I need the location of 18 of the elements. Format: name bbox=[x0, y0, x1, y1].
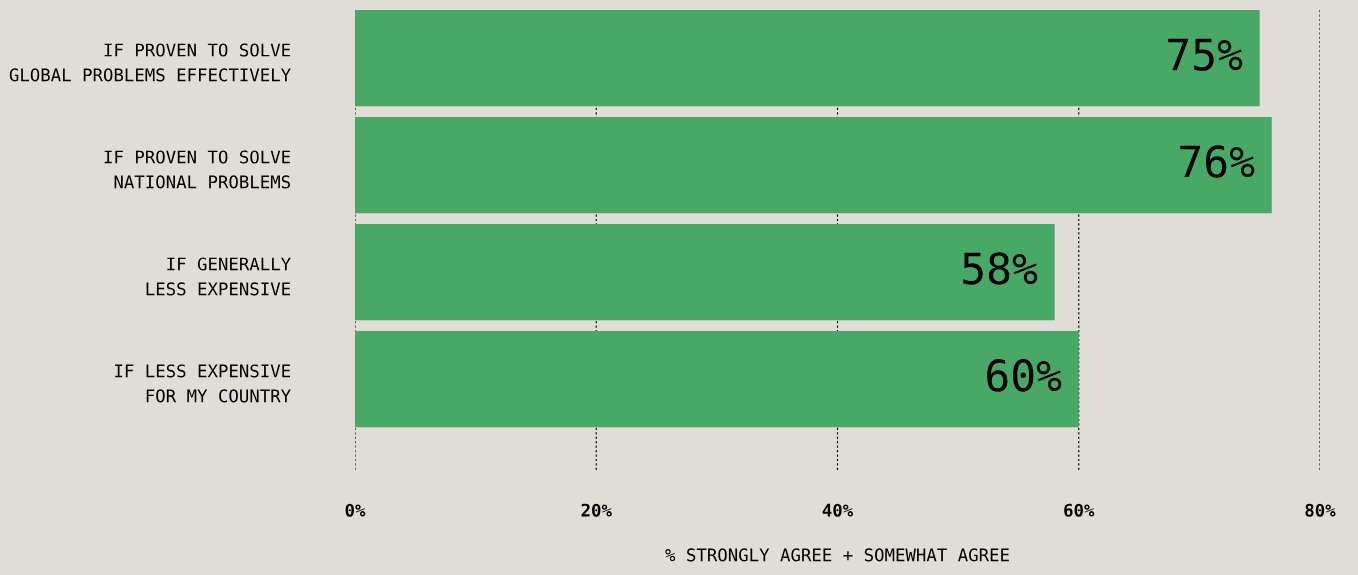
data-label: 58% bbox=[963, 252, 1038, 285]
y-tick-label: IF PROVEN TO SOLVE GLOBAL PROBLEMS EFFECTIVELY bbox=[9, 43, 291, 82]
x-tick-label: 60% bbox=[1064, 503, 1095, 517]
y-tick-label: IF GENERALLY LESS EXPENSIVE bbox=[146, 257, 291, 296]
bar bbox=[355, 330, 1079, 428]
x-tick-label: 0% bbox=[345, 503, 366, 517]
y-tick-label: IF PROVEN TO SOLVE NATIONAL PROBLEMS bbox=[104, 150, 291, 189]
x-tick-label: 20% bbox=[581, 503, 612, 517]
x-axis-title: % STRONGLY AGREE + SOMEWHAT AGREE bbox=[665, 548, 1009, 562]
x-tick-label: 80% bbox=[1305, 503, 1336, 517]
data-label: 60% bbox=[987, 359, 1062, 392]
x-tick-label: 40% bbox=[822, 503, 854, 517]
bar bbox=[355, 116, 1272, 214]
bar bbox=[355, 10, 1260, 107]
data-label: 76% bbox=[1180, 145, 1255, 178]
data-label: 75% bbox=[1168, 38, 1243, 71]
y-tick-label: IF LESS EXPENSIVE FOR MY COUNTRY bbox=[115, 364, 291, 403]
bar bbox=[355, 223, 1055, 321]
